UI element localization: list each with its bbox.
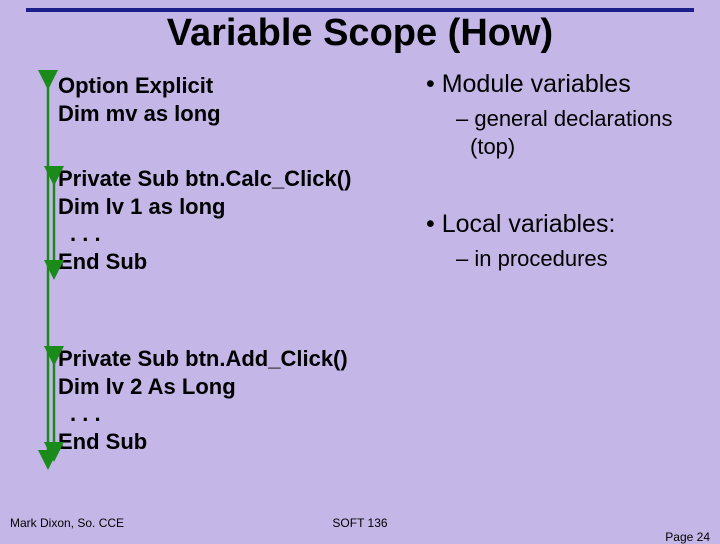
footer-author: Mark Dixon, So. CCE	[10, 516, 124, 530]
scope-arrows	[0, 0, 720, 540]
footer: Mark Dixon, So. CCE SOFT 136 Page 24	[0, 516, 720, 530]
footer-page: Page 24	[665, 530, 710, 544]
